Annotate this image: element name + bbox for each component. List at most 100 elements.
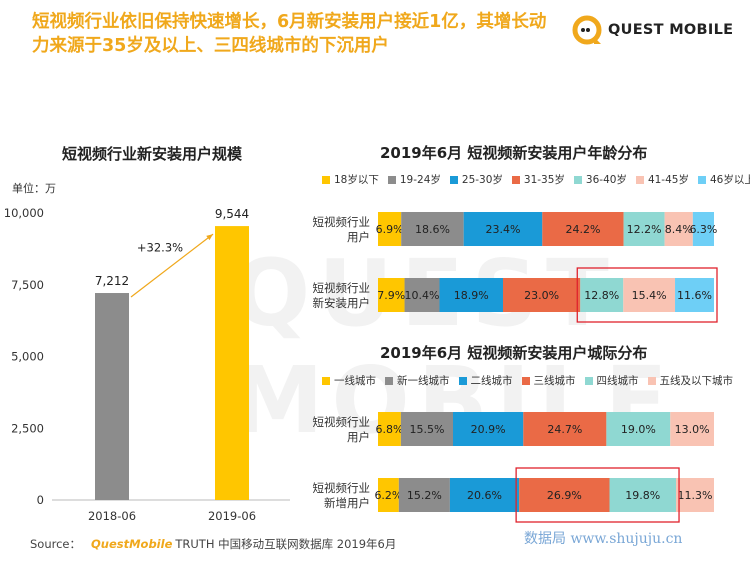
chart-title-installs: 短视频行业新安装用户规模 bbox=[62, 145, 243, 163]
segment-value-label: 23.0% bbox=[524, 289, 559, 302]
segment-value-label: 23.4% bbox=[486, 223, 521, 236]
bar-value-label: 9,544 bbox=[215, 207, 249, 221]
bar bbox=[215, 226, 249, 500]
chart-title-city: 2019年6月 短视频新安装用户城际分布 bbox=[380, 344, 648, 362]
row-label: 短视频行业 bbox=[313, 215, 371, 229]
segment-value-label: 20.9% bbox=[471, 423, 506, 436]
highlight-box bbox=[576, 267, 718, 323]
segment-value-label: 11.6% bbox=[677, 289, 712, 302]
row-label: 短视频行业 bbox=[313, 415, 371, 429]
legend-label: 19-24岁 bbox=[399, 174, 441, 186]
legend-item: 36-40岁 bbox=[573, 172, 627, 187]
stack-segment bbox=[676, 478, 714, 512]
legend-label: 三线城市 bbox=[533, 375, 576, 387]
legend-swatch bbox=[322, 376, 330, 385]
bar-value-label: 7,212 bbox=[95, 274, 129, 288]
stack-segment bbox=[606, 412, 671, 446]
segment-value-label: 19.8% bbox=[625, 489, 660, 502]
legend-swatch bbox=[458, 376, 467, 385]
segment-value-label: 15.2% bbox=[407, 489, 442, 502]
y-tick-label: 5,000 bbox=[11, 350, 44, 364]
row-label: 用户 bbox=[347, 230, 370, 244]
segment-value-label: 10.4% bbox=[405, 289, 440, 302]
row-label: 新安装用户 bbox=[313, 296, 371, 310]
segment-value-label: 20.6% bbox=[467, 489, 502, 502]
legend-swatch bbox=[697, 175, 706, 184]
segment-value-label: 26.9% bbox=[547, 489, 582, 502]
y-tick-label: 10,000 bbox=[4, 206, 44, 220]
stack-segment bbox=[404, 278, 440, 312]
stack-segment bbox=[453, 412, 524, 446]
segment-value-label: 15.5% bbox=[409, 423, 444, 436]
stack-segment bbox=[378, 278, 405, 312]
stack-segment bbox=[400, 412, 454, 446]
segment-value-label: 6.8% bbox=[375, 423, 403, 436]
bar bbox=[95, 293, 129, 500]
legend-swatch bbox=[573, 175, 582, 184]
segment-value-label: 12.2% bbox=[627, 223, 662, 236]
stack-segment bbox=[664, 212, 693, 246]
legend-label: 18岁以下 bbox=[334, 174, 379, 186]
y-tick-label: 0 bbox=[37, 493, 44, 507]
stack-segment bbox=[449, 478, 520, 512]
legend-item: 18岁以下 bbox=[322, 172, 379, 187]
legend-label: 新一线城市 bbox=[397, 375, 450, 387]
stack-segment bbox=[502, 278, 581, 312]
page-title: 短视频行业依旧保持快速增长，6月新安装用户接近1亿，其增长动力来源于35岁及以上… bbox=[32, 12, 547, 56]
stack-segment bbox=[439, 278, 503, 312]
x-tick-label: 2019-06 bbox=[208, 509, 256, 523]
segment-value-label: 24.7% bbox=[547, 423, 582, 436]
source-label: Source： bbox=[30, 537, 81, 551]
legend-label: 四线城市 bbox=[596, 375, 639, 387]
legend-label: 41-45岁 bbox=[647, 174, 689, 186]
stack-segment bbox=[542, 212, 624, 246]
stack-segment bbox=[463, 212, 543, 246]
stack-segment bbox=[398, 478, 450, 512]
legend-item: 46岁以上 bbox=[697, 172, 750, 187]
legend-swatch bbox=[387, 175, 396, 184]
row-label: 短视频行业 bbox=[313, 481, 371, 495]
segment-value-label: 18.9% bbox=[454, 289, 489, 302]
legend-item: 一线城市 bbox=[322, 373, 376, 388]
x-tick-label: 2018-06 bbox=[88, 509, 136, 523]
highlight-box bbox=[515, 467, 680, 523]
stack-segment bbox=[609, 478, 677, 512]
row-label: 新增用户 bbox=[324, 496, 370, 510]
legend-label: 36-40岁 bbox=[585, 174, 627, 186]
source-text: TRUTH 中国移动互联网数据库 2019年6月 bbox=[175, 537, 397, 551]
legend-swatch bbox=[511, 175, 520, 184]
legend-label: 一线城市 bbox=[334, 375, 376, 387]
segment-value-label: 19.0% bbox=[621, 423, 656, 436]
legend-item: 新一线城市 bbox=[385, 373, 450, 388]
legend-item: 41-45岁 bbox=[635, 172, 689, 187]
segment-value-label: 8.4% bbox=[665, 223, 693, 236]
growth-label: +32.3% bbox=[137, 241, 183, 255]
installs-bar-chart: 0 2,500 5,000 7,500 10,000 7,212 2018-06 9,544 2… bbox=[4, 206, 290, 523]
growth-arrow-head bbox=[206, 234, 213, 241]
legend-label: 46岁以上 bbox=[709, 174, 750, 186]
legend-item: 四线城市 bbox=[584, 373, 639, 388]
legend-label: 31-35岁 bbox=[523, 174, 565, 186]
stack-segment bbox=[670, 412, 714, 446]
legend-swatch bbox=[385, 376, 393, 385]
stack-segment bbox=[401, 212, 464, 246]
segment-value-label: 18.6% bbox=[415, 223, 450, 236]
stack-segment bbox=[623, 212, 665, 246]
growth-arrow-line bbox=[130, 233, 214, 298]
legend-item: 19-24岁 bbox=[387, 172, 441, 187]
legend-age: 18岁以下 19-24岁 25-30岁 31-35岁 36-40岁 41-45岁 46岁以上 bbox=[322, 172, 750, 187]
legend-label: 25-30岁 bbox=[461, 174, 503, 186]
segment-value-label: 24.2% bbox=[565, 223, 600, 236]
y-tick-label: 2,500 bbox=[11, 421, 44, 435]
stack-segment bbox=[523, 412, 607, 446]
quest-mobile-logo-icon bbox=[572, 15, 602, 45]
site-watermark: 数据局 www.shujuju.cn bbox=[524, 531, 683, 547]
chart-title-age: 2019年6月 短视频新安装用户年龄分布 bbox=[380, 144, 648, 162]
stack-segment bbox=[378, 212, 402, 246]
legend-item: 五线及以下城市 bbox=[647, 373, 733, 388]
stack-segment bbox=[675, 278, 714, 312]
stack-segment bbox=[580, 278, 624, 312]
stack-segment bbox=[378, 478, 399, 512]
